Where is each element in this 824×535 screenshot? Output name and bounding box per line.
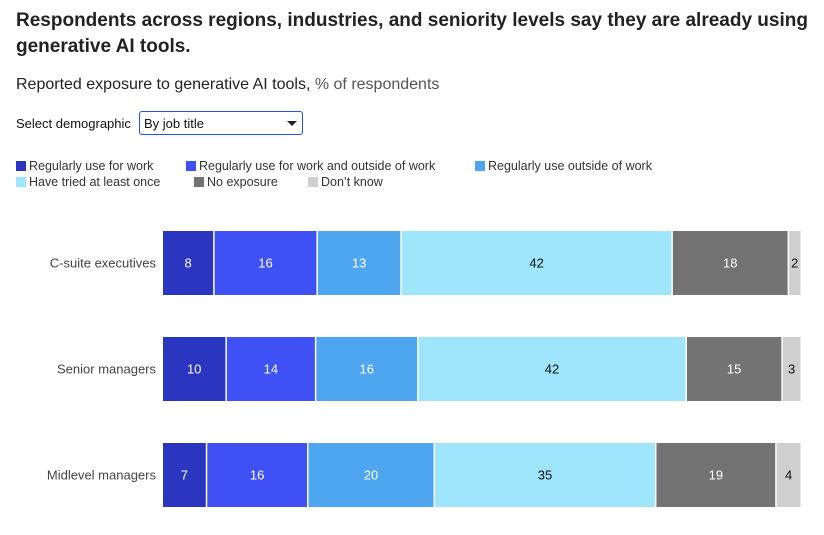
demographic-select-label: Select demographic xyxy=(16,116,131,131)
data-label-senior-managers-4: 15 xyxy=(727,362,741,377)
bar-segment-senior-managers-2[interactable] xyxy=(316,337,418,401)
data-label-midlevel-managers-0: 7 xyxy=(181,468,188,483)
chevron-down-icon[interactable] xyxy=(287,121,297,126)
legend-swatch xyxy=(475,161,485,171)
data-label-midlevel-managers-4: 19 xyxy=(709,468,723,483)
data-label-c-suite-executives-5: 2 xyxy=(791,256,798,271)
data-label-senior-managers-5: 3 xyxy=(788,362,795,377)
bar-segment-midlevel-managers-0[interactable] xyxy=(163,443,206,507)
bar-segment-c-suite-executives-2[interactable] xyxy=(317,231,401,295)
bar-segment-senior-managers-4[interactable] xyxy=(686,337,782,401)
bar-segment-c-suite-executives-4[interactable] xyxy=(672,231,788,295)
bar-segment-senior-managers-3[interactable] xyxy=(418,337,686,401)
legend-swatch xyxy=(16,177,26,187)
data-label-senior-managers-2: 16 xyxy=(359,362,373,377)
data-label-midlevel-managers-5: 4 xyxy=(785,468,792,483)
category-label-midlevel-managers: Midlevel managers xyxy=(47,468,157,483)
legend-swatch xyxy=(16,161,26,171)
subtitle-text: Reported exposure to generative AI tools… xyxy=(16,76,311,93)
data-label-midlevel-managers-2: 20 xyxy=(364,468,378,483)
bar-segment-c-suite-executives-5[interactable] xyxy=(789,231,801,295)
legend-swatch xyxy=(186,161,196,171)
legend-label: Regularly use for work and outside of wo… xyxy=(199,159,436,173)
chart-subtitle: Reported exposure to generative AI tools… xyxy=(16,75,439,95)
bar-segment-midlevel-managers-1[interactable] xyxy=(207,443,308,507)
bar-segment-midlevel-managers-4[interactable] xyxy=(656,443,776,507)
demographic-select-value: By job title xyxy=(144,116,204,131)
legend-label: Have tried at least once xyxy=(29,175,161,189)
legend-label: Regularly use outside of work xyxy=(488,159,652,173)
legend-label: Regularly use for work xyxy=(29,159,154,173)
bar-segment-c-suite-executives-1[interactable] xyxy=(214,231,317,295)
data-label-senior-managers-0: 10 xyxy=(187,362,201,377)
demographic-select[interactable]: By job title xyxy=(139,111,303,135)
category-label-senior-managers: Senior managers xyxy=(57,362,156,377)
data-label-c-suite-executives-0: 8 xyxy=(184,256,191,271)
data-label-midlevel-managers-1: 16 xyxy=(250,468,264,483)
legend-swatch xyxy=(308,177,318,187)
bar-segment-senior-managers-5[interactable] xyxy=(782,337,801,401)
bar-segment-c-suite-executives-3[interactable] xyxy=(401,231,672,295)
bar-segment-senior-managers-0[interactable] xyxy=(163,337,226,401)
data-label-senior-managers-1: 14 xyxy=(264,362,278,377)
bar-segment-c-suite-executives-0[interactable] xyxy=(163,231,214,295)
data-label-c-suite-executives-4: 18 xyxy=(723,256,737,271)
bar-segment-senior-managers-1[interactable] xyxy=(226,337,315,401)
chart-legend: Regularly use for work Regularly use for… xyxy=(16,158,816,192)
chart-title: Respondents across regions, industries, … xyxy=(16,10,808,57)
bar-segment-midlevel-managers-5[interactable] xyxy=(776,443,801,507)
legend-label: No exposure xyxy=(207,175,278,189)
data-label-c-suite-executives-3: 42 xyxy=(529,256,543,271)
data-label-senior-managers-3: 42 xyxy=(545,362,559,377)
data-label-c-suite-executives-1: 16 xyxy=(258,256,272,271)
bar-segment-midlevel-managers-2[interactable] xyxy=(308,443,434,507)
legend-swatch xyxy=(194,177,204,187)
data-label-c-suite-executives-2: 13 xyxy=(352,256,366,271)
subtitle-unit: % of respondents xyxy=(314,76,440,93)
bar-segment-midlevel-managers-3[interactable] xyxy=(435,443,655,507)
data-label-midlevel-managers-3: 35 xyxy=(538,468,552,483)
legend-label: Don’t know xyxy=(321,175,383,189)
category-label-c-suite-executives: C-suite executives xyxy=(50,256,157,271)
